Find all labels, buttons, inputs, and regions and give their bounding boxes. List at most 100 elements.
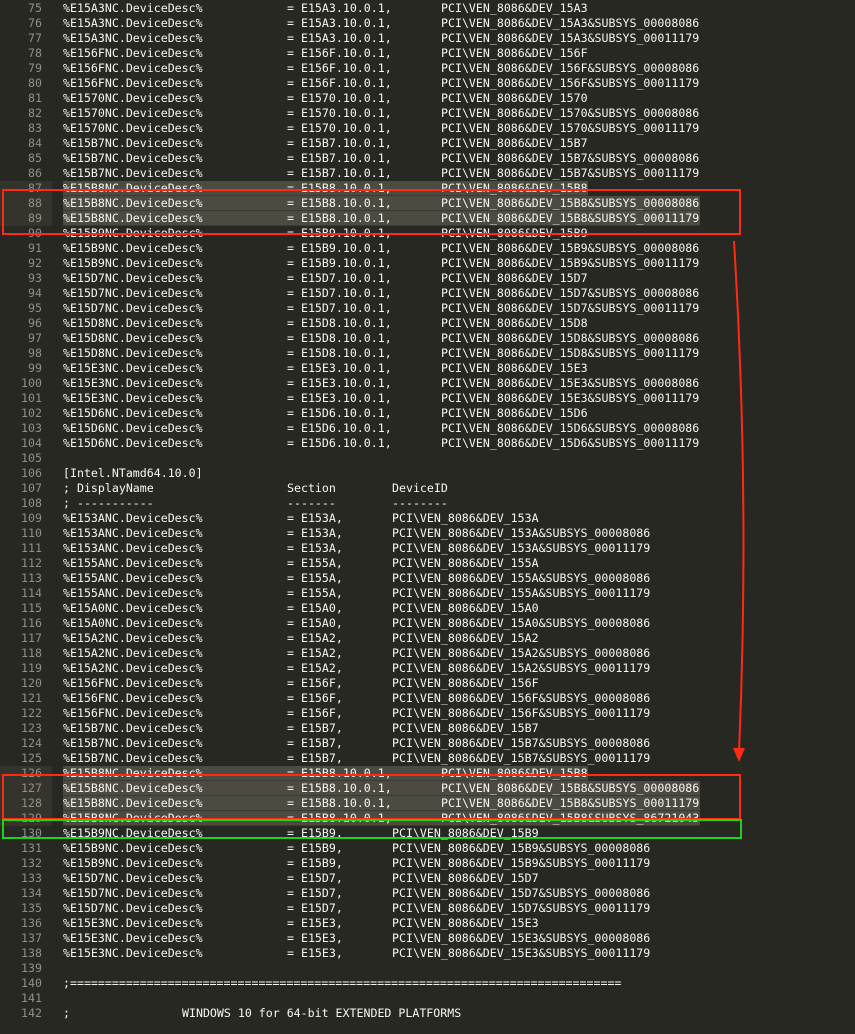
code-line[interactable]: 94 %E15D7NC.DeviceDesc% = E15D7.10.0.1, PCI… xyxy=(0,286,855,301)
gutter: 89 xyxy=(0,211,52,226)
code-display-name: %E15D8NC.DeviceDesc% xyxy=(63,316,203,330)
code-line[interactable]: 91 %E15B9NC.DeviceDesc% = E15B9.10.0.1, PCI… xyxy=(0,241,855,256)
code-line[interactable]: 93 %E15D7NC.DeviceDesc% = E15D7.10.0.1, PCI… xyxy=(0,271,855,286)
code-section: = E15D6.10.0.1, xyxy=(287,421,392,435)
code-line[interactable]: 122 %E156FNC.DeviceDesc% = E156F, PCI\VEN_8… xyxy=(0,706,855,721)
code-line[interactable]: 92 %E15B9NC.DeviceDesc% = E15B9.10.0.1, PCI… xyxy=(0,256,855,271)
code-line[interactable]: 118 %E15A2NC.DeviceDesc% = E15A2, PCI\VEN_8… xyxy=(0,646,855,661)
gutter: 140 xyxy=(0,976,52,991)
code-line[interactable]: 138 %E15E3NC.DeviceDesc% = E15E3, PCI\VEN_8… xyxy=(0,946,855,961)
code-line[interactable]: 129 %E15B8NC.DeviceDesc% = E15B8.10.0.1, PC… xyxy=(0,811,855,826)
line-number: 76 xyxy=(28,16,42,30)
code-line[interactable]: 103 %E15D6NC.DeviceDesc% = E15D6.10.0.1, PC… xyxy=(0,421,855,436)
code-line[interactable]: 78 %E156FNC.DeviceDesc% = E156F.10.0.1, PCI… xyxy=(0,46,855,61)
code-line[interactable]: 114 %E155ANC.DeviceDesc% = E155A, PCI\VEN_8… xyxy=(0,586,855,601)
code-device-id: PCI\VEN_8086&DEV_15A2&SUBSYS_00008086 xyxy=(392,646,651,660)
code-line[interactable]: 88 %E15B8NC.DeviceDesc% = E15B8.10.0.1, PCI… xyxy=(0,196,855,211)
code-line[interactable]: 106 [Intel.NTamd64.10.0] xyxy=(0,466,855,481)
code-line[interactable]: 96 %E15D8NC.DeviceDesc% = E15D8.10.0.1, PCI… xyxy=(0,316,855,331)
code-line[interactable]: 139 xyxy=(0,961,855,976)
code-line[interactable]: 121 %E156FNC.DeviceDesc% = E156F, PCI\VEN_8… xyxy=(0,691,855,706)
code-line[interactable]: 83 %E1570NC.DeviceDesc% = E1570.10.0.1, PCI… xyxy=(0,121,855,136)
code-line[interactable]: 100 %E15E3NC.DeviceDesc% = E15E3.10.0.1, PC… xyxy=(0,376,855,391)
gutter: 106 xyxy=(0,466,52,481)
code-line[interactable]: 89 %E15B8NC.DeviceDesc% = E15B8.10.0.1, PCI… xyxy=(0,211,855,226)
code-line[interactable]: 109 %E153ANC.DeviceDesc% = E153A, PCI\VEN_8… xyxy=(0,511,855,526)
code-line[interactable]: 115 %E15A0NC.DeviceDesc% = E15A0, PCI\VEN_8… xyxy=(0,601,855,616)
code-device-id: PCI\VEN_8086&DEV_15B8 xyxy=(441,766,588,780)
gutter: 132 xyxy=(0,856,52,871)
code-line[interactable]: 136 %E15E3NC.DeviceDesc% = E15E3, PCI\VEN_8… xyxy=(0,916,855,931)
code-line[interactable]: 98 %E15D8NC.DeviceDesc% = E15D8.10.0.1, PCI… xyxy=(0,346,855,361)
code-line[interactable]: 81 %E1570NC.DeviceDesc% = E1570.10.0.1, PCI… xyxy=(0,91,855,106)
code-device-id: PCI\VEN_8086&DEV_15A3&SUBSYS_00011179 xyxy=(441,31,700,45)
code-line[interactable]: 95 %E15D7NC.DeviceDesc% = E15D7.10.0.1, PCI… xyxy=(0,301,855,316)
code-line[interactable]: 84 %E15B7NC.DeviceDesc% = E15B7.10.0.1, PCI… xyxy=(0,136,855,151)
code-line[interactable]: 108; ----------- ------- -------- xyxy=(0,496,855,511)
code-device-id: PCI\VEN_8086&DEV_15B7&SUBSYS_00011179 xyxy=(441,166,700,180)
code-line[interactable]: 85 %E15B7NC.DeviceDesc% = E15B7.10.0.1, PCI… xyxy=(0,151,855,166)
code-line[interactable]: 117 %E15A2NC.DeviceDesc% = E15A2, PCI\VEN_8… xyxy=(0,631,855,646)
code-device-id: PCI\VEN_8086&DEV_15D7&SUBSYS_00011179 xyxy=(441,301,700,315)
code-line[interactable]: 86 %E15B7NC.DeviceDesc% = E15B7.10.0.1, PCI… xyxy=(0,166,855,181)
code-line[interactable]: 128 %E15B8NC.DeviceDesc% = E15B8.10.0.1, PC… xyxy=(0,796,855,811)
line-number: 83 xyxy=(28,121,42,135)
line-number: 100 xyxy=(21,376,42,390)
code-display-name: %E15B8NC.DeviceDesc% xyxy=(63,811,203,825)
code-line[interactable]: 87 %E15B8NC.DeviceDesc% = E15B8.10.0.1, PCI… xyxy=(0,181,855,196)
code-line[interactable]: 110 %E153ANC.DeviceDesc% = E153A, PCI\VEN_8… xyxy=(0,526,855,541)
code-line[interactable]: 101 %E15E3NC.DeviceDesc% = E15E3.10.0.1, PC… xyxy=(0,391,855,406)
code-line[interactable]: 104 %E15D6NC.DeviceDesc% = E15D6.10.0.1, PC… xyxy=(0,436,855,451)
code-line[interactable]: 123 %E15B7NC.DeviceDesc% = E15B7, PCI\VEN_8… xyxy=(0,721,855,736)
code-line[interactable]: 140 ;====================================… xyxy=(0,976,855,991)
gutter: 137 xyxy=(0,931,52,946)
gutter: 126 xyxy=(0,766,52,781)
code-display-name: %E156FNC.DeviceDesc% xyxy=(63,676,203,690)
code-line[interactable]: 142; WINDOWS 10 for 64-bit EXTENDED PLATF… xyxy=(0,1006,855,1021)
gutter: 78 xyxy=(0,46,52,61)
line-number: 114 xyxy=(21,586,42,600)
code-display-name: %E156FNC.DeviceDesc% xyxy=(63,46,203,60)
code-line[interactable]: 125 %E15B7NC.DeviceDesc% = E15B7, PCI\VEN_8… xyxy=(0,751,855,766)
code-section: = E15B8.10.0.1, xyxy=(287,766,392,780)
code-line[interactable]: 105 xyxy=(0,451,855,466)
code-line[interactable]: 126 %E15B8NC.DeviceDesc% = E15B8.10.0.1, PC… xyxy=(0,766,855,781)
code-line[interactable]: 99 %E15E3NC.DeviceDesc% = E15E3.10.0.1, PCI… xyxy=(0,361,855,376)
code-line[interactable]: 102 %E15D6NC.DeviceDesc% = E15D6.10.0.1, PC… xyxy=(0,406,855,421)
code-line[interactable]: 135 %E15D7NC.DeviceDesc% = E15D7, PCI\VEN_8… xyxy=(0,901,855,916)
code-line[interactable]: 134 %E15D7NC.DeviceDesc% = E15D7, PCI\VEN_8… xyxy=(0,886,855,901)
code-line[interactable]: 141 xyxy=(0,991,855,1006)
code-device-id: PCI\VEN_8086&DEV_15A0&SUBSYS_00008086 xyxy=(392,616,651,630)
code-line[interactable]: 107 ; DisplayName Section DeviceID xyxy=(0,481,855,496)
code-line[interactable]: 79 %E156FNC.DeviceDesc% = E156F.10.0.1, PCI… xyxy=(0,61,855,76)
code-line[interactable]: 120 %E156FNC.DeviceDesc% = E156F, PCI\VEN_8… xyxy=(0,676,855,691)
code-line[interactable]: 132 %E15B9NC.DeviceDesc% = E15B9, PCI\VEN_8… xyxy=(0,856,855,871)
line-number: 91 xyxy=(28,241,42,255)
code-device-id: PCI\VEN_8086&DEV_15B7 xyxy=(392,721,539,735)
line-number: 124 xyxy=(21,736,42,750)
code-line[interactable]: 90 %E15B9NC.DeviceDesc% = E15B9.10.0.1, PCI… xyxy=(0,226,855,241)
code-device-id: PCI\VEN_8086&DEV_15B7 xyxy=(441,136,588,150)
code-line[interactable]: 127 %E15B8NC.DeviceDesc% = E15B8.10.0.1, PC… xyxy=(0,781,855,796)
code-line[interactable]: 82 %E1570NC.DeviceDesc% = E1570.10.0.1, PCI… xyxy=(0,106,855,121)
code-line[interactable]: 137 %E15E3NC.DeviceDesc% = E15E3, PCI\VEN_8… xyxy=(0,931,855,946)
code-line[interactable]: 113 %E155ANC.DeviceDesc% = E155A, PCI\VEN_8… xyxy=(0,571,855,586)
line-number: 101 xyxy=(21,391,42,405)
code-line[interactable]: 112 %E155ANC.DeviceDesc% = E155A, PCI\VEN_8… xyxy=(0,556,855,571)
line-number: 142 xyxy=(21,1006,42,1020)
code-line[interactable]: 131 %E15B9NC.DeviceDesc% = E15B9, PCI\VEN_8… xyxy=(0,841,855,856)
code-line[interactable]: 119 %E15A2NC.DeviceDesc% = E15A2, PCI\VEN_8… xyxy=(0,661,855,676)
code-line[interactable]: 77 %E15A3NC.DeviceDesc% = E15A3.10.0.1, PCI… xyxy=(0,31,855,46)
code-line[interactable]: 116 %E15A0NC.DeviceDesc% = E15A0, PCI\VEN_8… xyxy=(0,616,855,631)
code-line[interactable]: 75 %E15A3NC.DeviceDesc% = E15A3.10.0.1, PCI… xyxy=(0,1,855,16)
code-line[interactable]: 80 %E156FNC.DeviceDesc% = E156F.10.0.1, PCI… xyxy=(0,76,855,91)
code-line[interactable]: 133 %E15D7NC.DeviceDesc% = E15D7, PCI\VEN_8… xyxy=(0,871,855,886)
code-line[interactable]: 130 %E15B9NC.DeviceDesc% = E15B9, PCI\VEN_8… xyxy=(0,826,855,841)
code-line[interactable]: 111 %E153ANC.DeviceDesc% = E153A, PCI\VEN_8… xyxy=(0,541,855,556)
code-section: = E153A, xyxy=(287,526,343,540)
code-line[interactable]: 124 %E15B7NC.DeviceDesc% = E15B7, PCI\VEN_8… xyxy=(0,736,855,751)
code-line[interactable]: 76 %E15A3NC.DeviceDesc% = E15A3.10.0.1, PCI… xyxy=(0,16,855,31)
gutter: 94 xyxy=(0,286,52,301)
code-line[interactable]: 97 %E15D8NC.DeviceDesc% = E15D8.10.0.1, PCI… xyxy=(0,331,855,346)
